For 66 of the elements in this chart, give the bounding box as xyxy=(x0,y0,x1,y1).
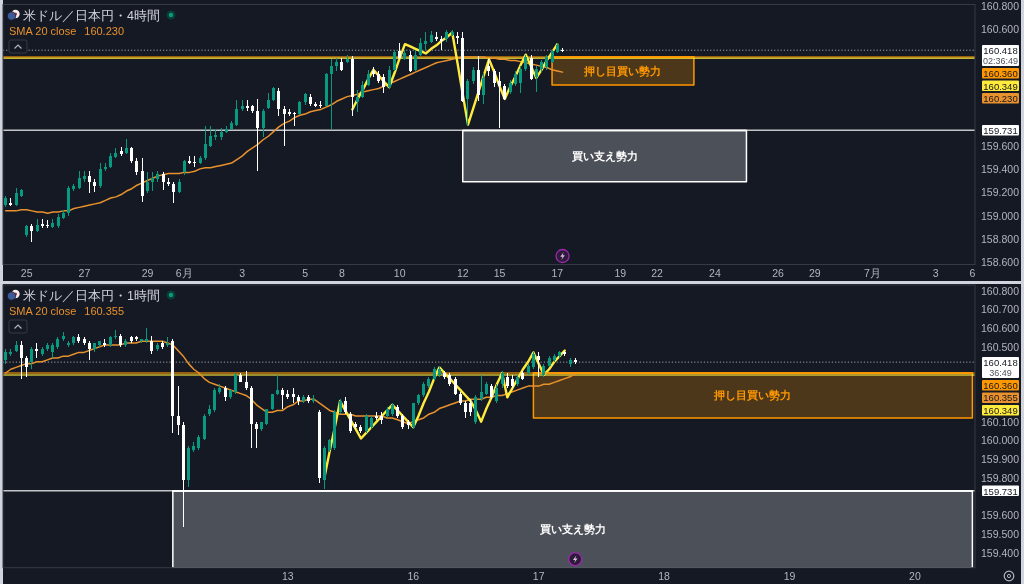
x-tick-label: 19 xyxy=(614,266,627,279)
y-tick-label: 160.000 xyxy=(981,434,1020,447)
x-tick-label: 15 xyxy=(493,266,506,279)
x-tick-label: 18 xyxy=(658,570,671,582)
x-tick-label: 5 xyxy=(302,266,309,279)
text: 160.360 xyxy=(983,379,1018,391)
ref-line-label: 160.418 xyxy=(983,45,1018,56)
y-tick-label: 160.600 xyxy=(981,22,1020,35)
y-tick-label: 159.400 xyxy=(981,546,1020,559)
ref-line-label: 159.731 xyxy=(983,485,1018,497)
y-tick-label: 158.800 xyxy=(981,232,1020,245)
x-tick-label: 17 xyxy=(551,266,564,279)
y-tick-label: 159.600 xyxy=(981,509,1020,522)
series-label: 買い支え勢力 xyxy=(570,150,638,163)
y-tick-label: 160.700 xyxy=(981,303,1020,316)
x-tick-label: 20 xyxy=(909,570,921,582)
text: SMA 20 close xyxy=(9,25,77,37)
y-tick-label: 159.500 xyxy=(981,528,1020,540)
text: 36:49 xyxy=(989,367,1012,378)
x-tick-label: 22 xyxy=(651,266,664,279)
x-tick-label: 12 xyxy=(456,266,469,279)
x-tick-label: 17 xyxy=(532,570,545,582)
series-label: 押し目買い勢力 xyxy=(583,64,662,77)
y-tick-label: 160.500 xyxy=(981,340,1020,353)
text: 160.230 xyxy=(983,93,1018,104)
y-tick-label: 159.000 xyxy=(981,209,1020,222)
x-tick-label: 29 xyxy=(141,266,154,279)
y-tick-label: 160.800 xyxy=(981,0,1020,12)
y-tick-label: 159.400 xyxy=(981,162,1020,175)
y-tick-label: 160.100 xyxy=(981,415,1020,428)
y-tick-label: 159.800 xyxy=(981,471,1020,484)
annotation: 160.355 xyxy=(84,305,125,317)
ref-line-label: 160.418 xyxy=(983,356,1018,368)
x-tick-label: 6 xyxy=(969,266,976,279)
x-tick-label: 19 xyxy=(783,570,796,582)
x-tick-label: 26 xyxy=(772,266,784,279)
ref-line-label: 159.731 xyxy=(983,125,1018,137)
y-tick-label: 159.900 xyxy=(981,453,1020,466)
x-tick-label: 16 xyxy=(407,570,420,582)
x-tick-label: 25 xyxy=(20,266,33,279)
text: 160.349 xyxy=(983,80,1018,92)
x-tick-label: 6月 xyxy=(175,266,193,279)
text: 160.355 xyxy=(983,392,1018,404)
y-tick-label: 159.200 xyxy=(981,186,1020,199)
y-tick-label: 158.600 xyxy=(981,256,1020,269)
annotation: 160.230 xyxy=(84,25,125,37)
y-tick-label: 160.600 xyxy=(981,322,1020,335)
x-tick-label: 13 xyxy=(281,570,294,582)
x-tick-label: 7月 xyxy=(864,266,881,279)
text: 160.360 xyxy=(983,68,1018,79)
chart-title: 米ドル／日本円・4時間 xyxy=(23,8,160,23)
x-tick-label: 3 xyxy=(239,266,246,279)
x-tick-label: 27 xyxy=(78,266,91,279)
y-tick-label: 160.800 xyxy=(981,284,1020,297)
x-tick-label: 24 xyxy=(709,266,721,279)
y-tick-label: 159.600 xyxy=(981,139,1020,152)
text: 02:36:49 xyxy=(982,55,1019,66)
text: 買い支え勢力 xyxy=(538,523,606,536)
chart-title: 米ドル／日本円・1時間 xyxy=(23,288,160,303)
x-tick-label: 8 xyxy=(338,266,345,279)
text: 160.349 xyxy=(983,404,1018,416)
x-tick-label: 29 xyxy=(808,266,821,279)
x-tick-label: 10 xyxy=(393,266,406,279)
x-tick-label: 3 xyxy=(932,266,939,279)
text: SMA 20 close xyxy=(9,305,77,317)
series-label: 押し目買い勢力 xyxy=(713,389,792,402)
